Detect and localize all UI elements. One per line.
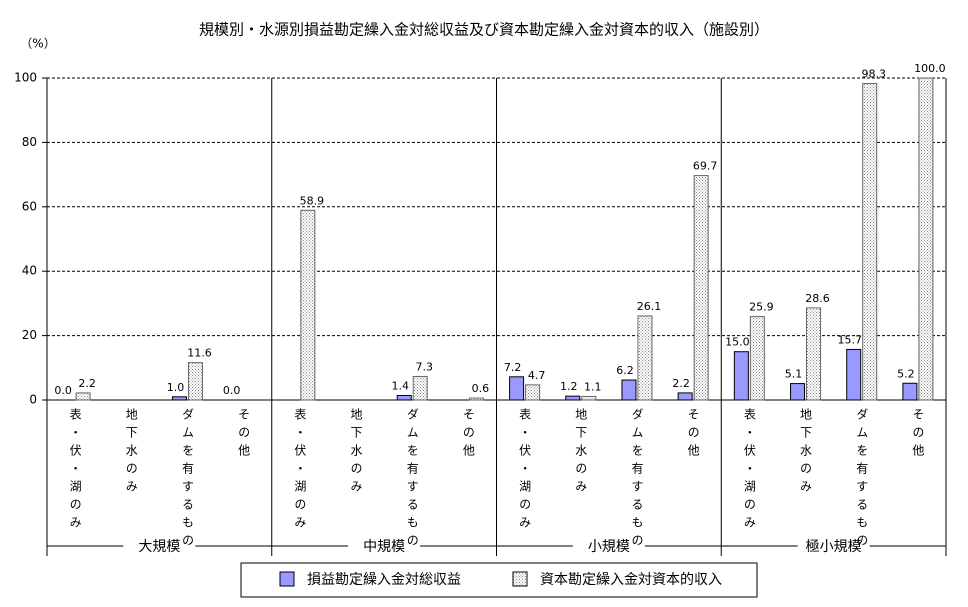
bar: [637, 315, 653, 401]
data-label: 25.9: [749, 301, 774, 314]
data-label: 7.3: [415, 360, 433, 373]
bar: [565, 395, 581, 401]
legend-box: [240, 562, 758, 598]
bar: [509, 376, 525, 401]
data-label: 5.1: [785, 368, 803, 381]
y-axis-label: （%）: [20, 37, 55, 51]
data-label: 1.2: [560, 380, 578, 393]
data-label: 1.1: [584, 380, 602, 393]
bar: [396, 394, 412, 401]
bar: [621, 379, 637, 401]
bar: [918, 77, 934, 401]
y-tick-label: 80: [22, 135, 37, 149]
bar: [187, 362, 203, 401]
bar: [468, 397, 484, 401]
data-label: 1.0: [167, 381, 185, 394]
group-label: 小規模: [588, 539, 630, 555]
data-label: 26.1: [637, 300, 662, 313]
data-label: 15.7: [837, 333, 862, 346]
bar: [846, 348, 862, 401]
data-label: 100.0: [914, 62, 946, 75]
x-tick-label: ダムを有するもの: [405, 408, 419, 552]
group-label-bg: [348, 538, 421, 554]
group-label: 大規模: [138, 539, 180, 555]
data-label: 0.6: [472, 382, 490, 395]
data-label: 2.2: [672, 377, 690, 390]
x-tick-label: 地下水のみ: [349, 408, 363, 498]
legend-label: 損益勘定繰入金対総収益: [307, 572, 461, 588]
group-label: 中規模: [363, 539, 405, 555]
y-tick-label: 0: [29, 393, 37, 407]
bar: [902, 382, 918, 401]
bar: [693, 175, 709, 401]
data-label: 4.7: [528, 369, 546, 382]
data-label: 58.9: [300, 194, 325, 207]
x-tick-label: ダムを有するもの: [180, 408, 194, 552]
bar: [677, 392, 693, 401]
bar: [300, 209, 316, 401]
x-tick-label: その他: [461, 408, 475, 462]
x-tick-label: 地下水のみ: [799, 408, 813, 498]
data-label: 98.3: [861, 67, 886, 80]
bar: [75, 392, 91, 401]
bar: [733, 351, 749, 401]
data-label: 28.6: [805, 292, 830, 305]
x-tick-label: 地下水のみ: [574, 408, 588, 498]
data-label: 1.4: [391, 379, 409, 392]
bar: [171, 396, 187, 401]
chart-title: 規模別・水源別損益勘定繰入金対総収益及び資本勘定繰入金対資本的収入（施設別）: [199, 21, 769, 39]
bar: [525, 384, 541, 401]
group-label-bg: [797, 538, 870, 554]
bar: [581, 395, 597, 401]
data-label: 7.2: [504, 361, 522, 374]
legend-swatch: [279, 571, 295, 587]
y-tick-label: 60: [22, 199, 37, 213]
data-label: 15.0: [725, 336, 750, 349]
y-tick-label: 40: [22, 264, 37, 278]
x-tick-label: その他: [237, 408, 251, 462]
bar: [806, 307, 822, 401]
legend-swatch: [512, 571, 528, 587]
x-tick-label: 表・伏・湖のみ: [742, 408, 756, 534]
x-tick-label: その他: [911, 408, 925, 462]
x-tick-label: その他: [686, 408, 700, 462]
group-label-bg: [123, 538, 196, 554]
x-tick-label: ダムを有するもの: [855, 408, 869, 552]
bar: [862, 82, 878, 401]
data-label: 0.0: [223, 384, 241, 397]
bar: [412, 375, 428, 401]
x-tick-label: 地下水のみ: [124, 408, 138, 498]
data-label: 69.7: [693, 160, 718, 173]
y-tick-label: 100: [14, 71, 37, 85]
data-label: 5.2: [897, 367, 915, 380]
group-label: 極小規模: [806, 539, 862, 555]
x-tick-label: ダムを有するもの: [630, 408, 644, 552]
data-label: 0.0: [54, 384, 72, 397]
bar: [790, 383, 806, 401]
x-tick-label: 表・伏・湖のみ: [293, 408, 307, 534]
x-tick-label: 表・伏・湖のみ: [68, 408, 82, 534]
legend-label: 資本勘定繰入金対資本的収入: [540, 572, 722, 588]
bar: [749, 316, 765, 401]
data-label: 6.2: [616, 364, 634, 377]
x-tick-label: 表・伏・湖のみ: [518, 408, 532, 534]
data-label: 2.2: [78, 377, 96, 390]
data-label: 11.6: [187, 347, 212, 360]
group-label-bg: [572, 538, 645, 554]
y-tick-label: 20: [22, 328, 37, 342]
